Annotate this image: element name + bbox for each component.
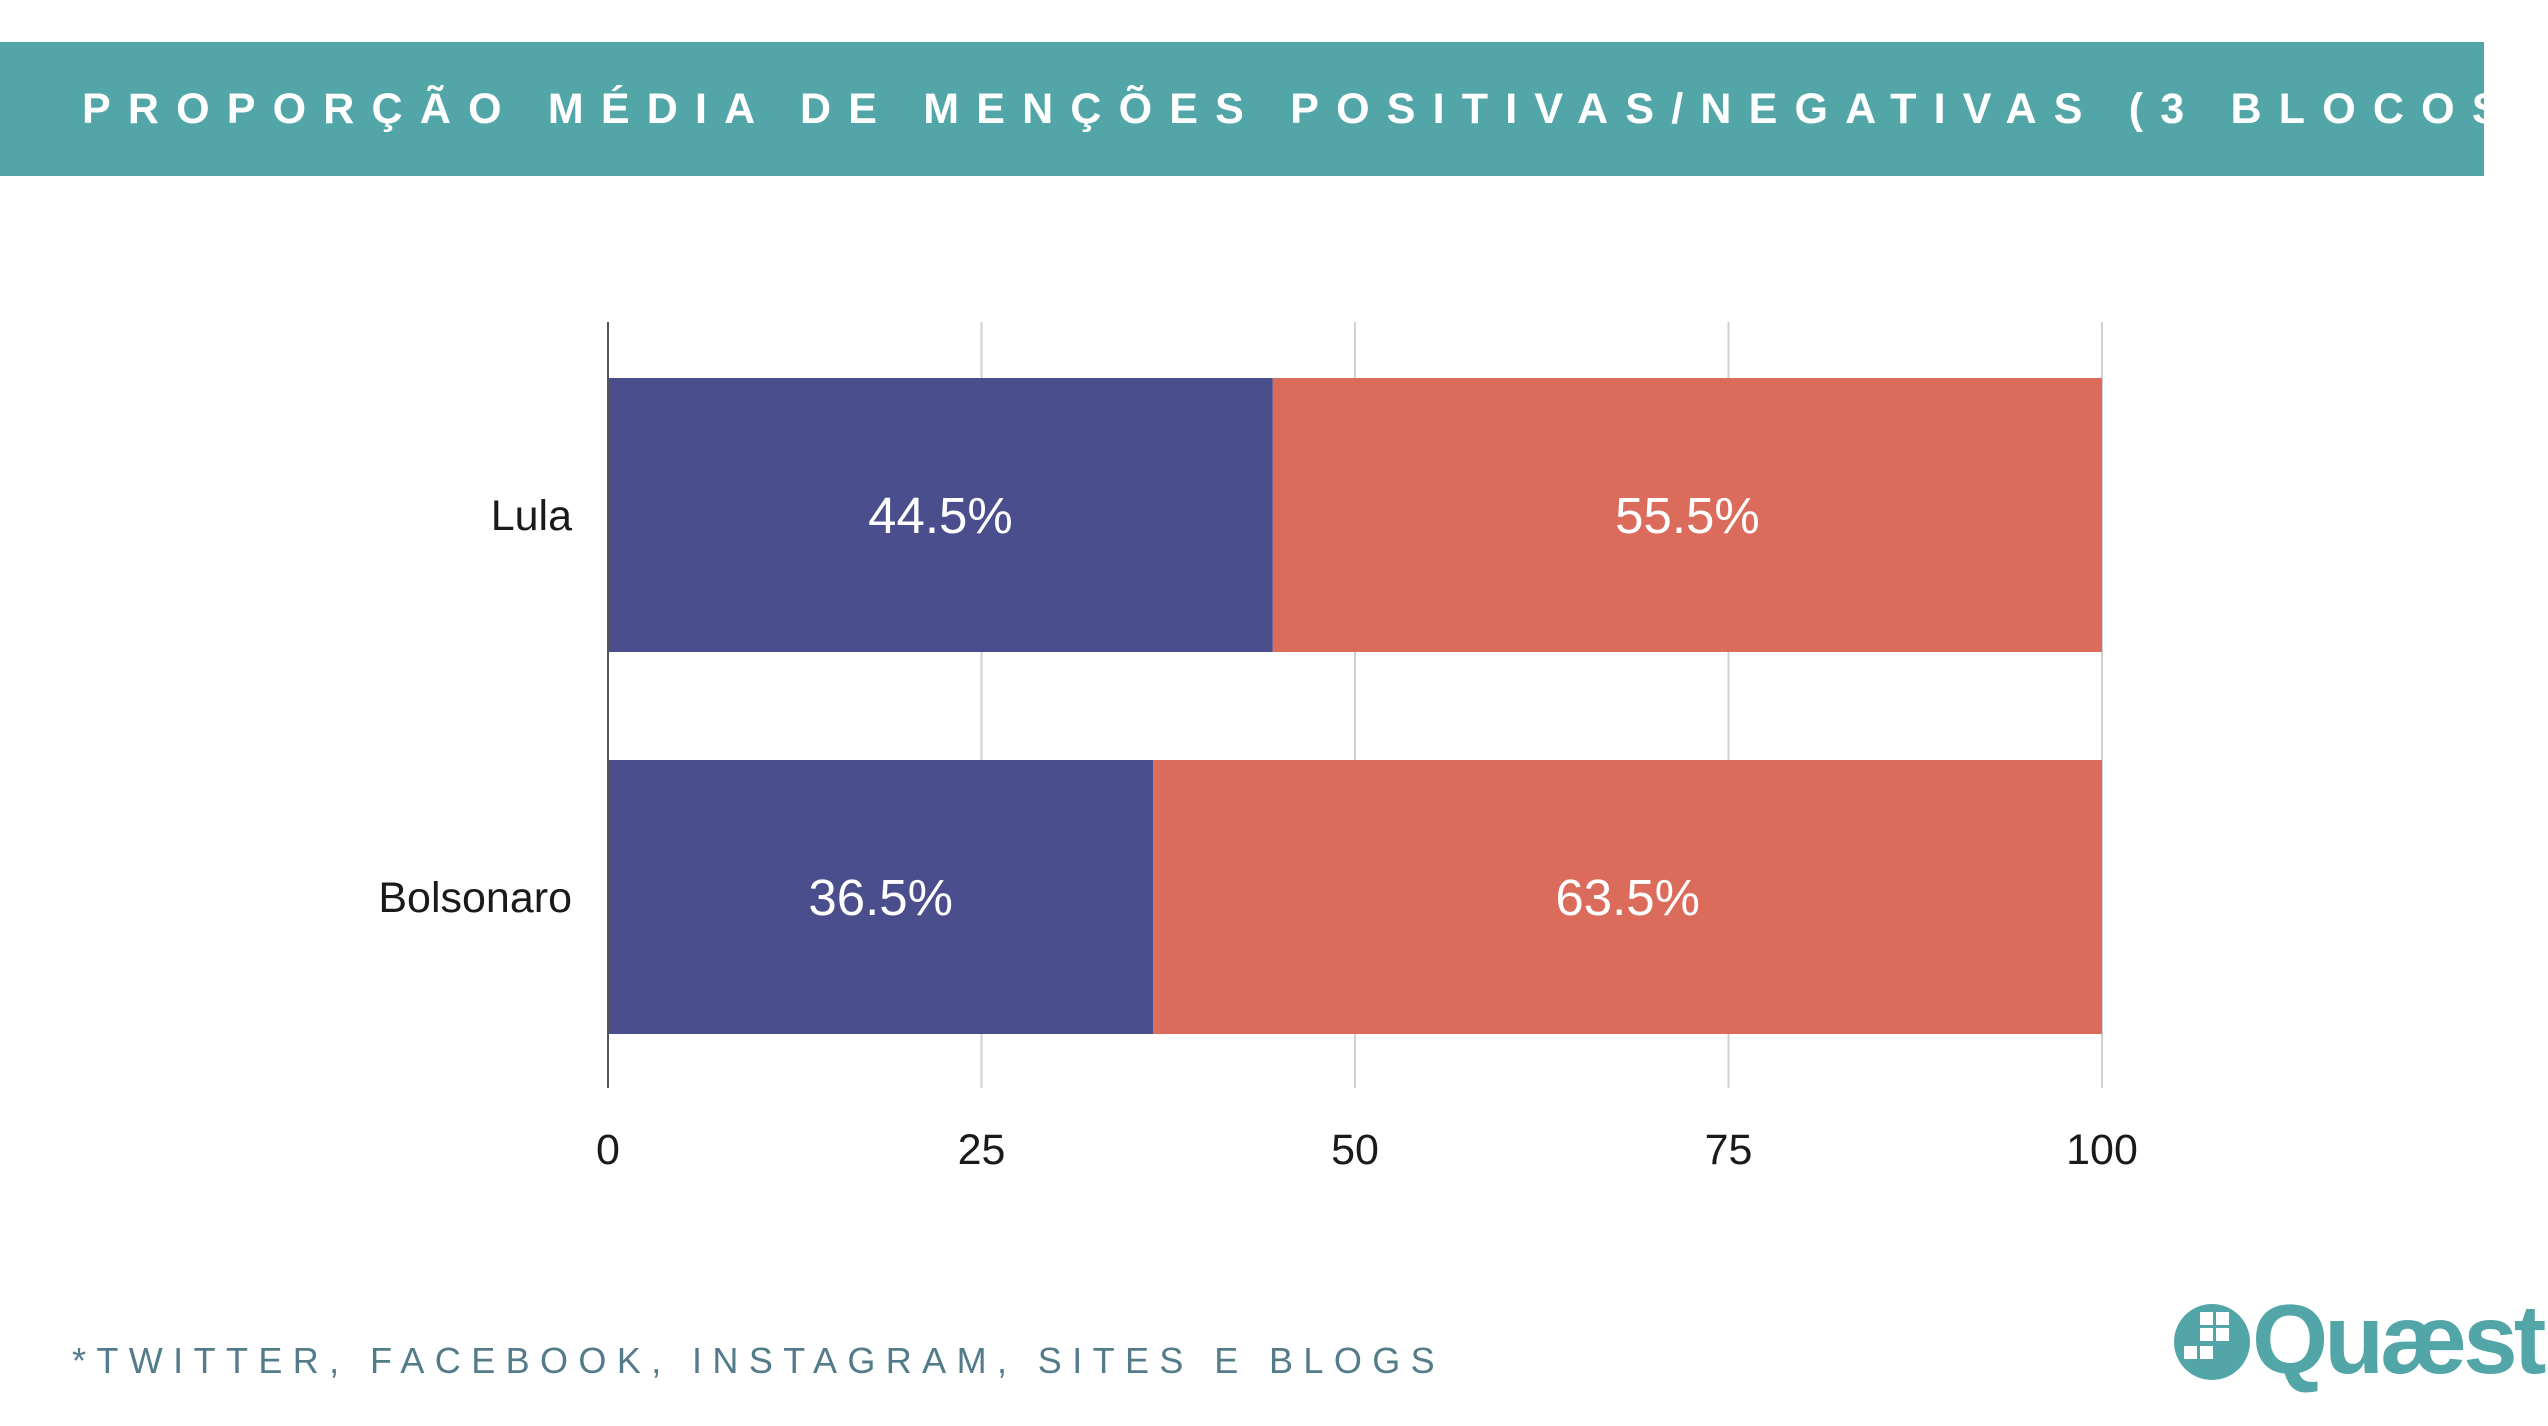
x-tick-label-100: 100 <box>2066 1126 2138 1174</box>
labels: 0 25 50 75 100 44.5% 55.5% Lula 36.5% 63.5% Bolson… <box>378 487 2138 1174</box>
x-tick-label-0: 0 <box>596 1126 620 1174</box>
bars <box>608 378 2102 1034</box>
logo-mark-icon <box>2174 1304 2250 1380</box>
x-tick-label-75: 75 <box>1705 1126 1753 1174</box>
data-label-bolsonaro-series-1: 36.5% <box>808 869 953 926</box>
quaest-logo: Quæst <box>2172 1284 2546 1394</box>
footnote: *TWITTER, FACEBOOK, INSTAGRAM, SITES E B… <box>72 1340 1446 1381</box>
x-tick-label-50: 50 <box>1331 1126 1379 1174</box>
bar-bolsonaro-series-2 <box>1153 760 2102 1034</box>
data-label-lula-series-1: 44.5% <box>868 487 1013 544</box>
bar-lula-series-2 <box>1272 378 2102 652</box>
data-label-bolsonaro-series-2: 63.5% <box>1555 869 1700 926</box>
category-label-bolsonaro: Bolsonaro <box>378 874 572 922</box>
title-banner: PROPORÇÃO MÉDIA DE MENÇÕES POSITIVAS/NEG… <box>0 42 2532 176</box>
data-label-lula-series-2: 55.5% <box>1615 487 1760 544</box>
category-label-lula: Lula <box>491 492 572 540</box>
chart-title: PROPORÇÃO MÉDIA DE MENÇÕES POSITIVAS/NEG… <box>82 84 2548 133</box>
bar-bolsonaro-series-1 <box>608 760 1154 1034</box>
bar-lula-series-1 <box>608 378 1273 652</box>
logo-wordmark: Quæst <box>2252 1284 2546 1394</box>
x-tick-label-25: 25 <box>958 1126 1006 1174</box>
